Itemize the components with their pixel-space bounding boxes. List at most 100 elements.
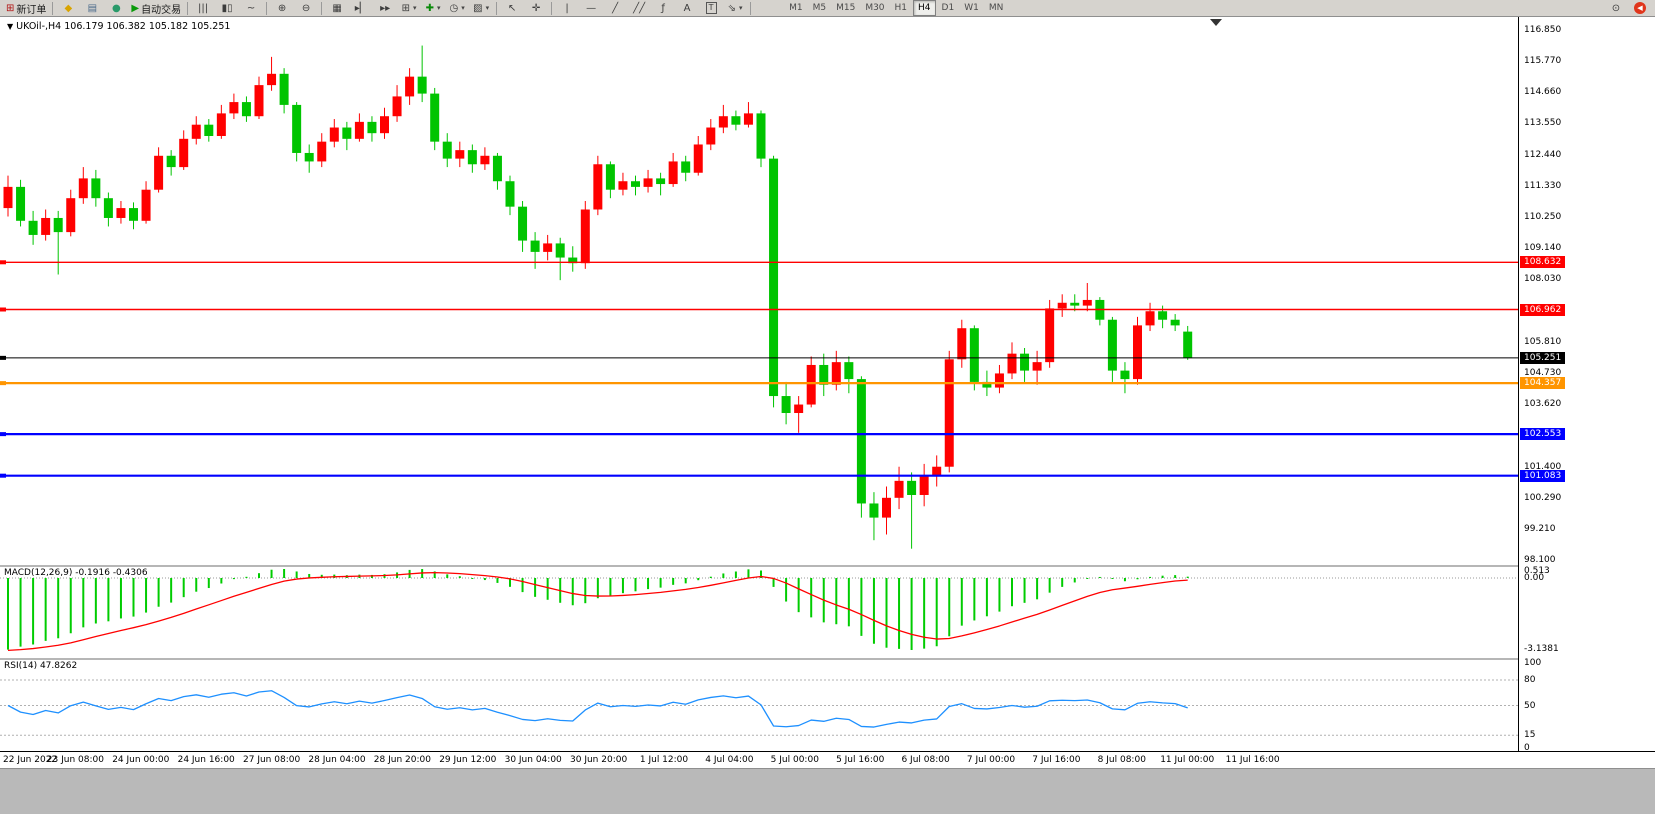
trendline-button[interactable]: ╱ — [603, 1, 627, 16]
candle-body — [317, 141, 327, 162]
chevron-down-icon[interactable]: ▾ — [461, 4, 465, 12]
templates-button[interactable]: ▨ ▾ — [469, 1, 493, 16]
search-icon-icon: ⊙ — [1611, 2, 1621, 14]
auto-scroll-button[interactable]: ▸▏ — [349, 1, 373, 16]
time-axis-label: 7 Jul 00:00 — [966, 755, 1016, 765]
candle-body — [467, 150, 477, 165]
macd-layer — [0, 569, 1518, 651]
price-tag: 104.357 — [1520, 377, 1566, 390]
candle-body — [1020, 353, 1030, 371]
zoom-out-button[interactable]: ⊖ — [294, 1, 318, 16]
candle-body — [994, 373, 1004, 388]
timeframe-mn-button[interactable]: MN — [988, 3, 1004, 13]
metaeditor-icon-button[interactable]: ◆ — [56, 1, 80, 16]
candle-body — [856, 379, 866, 504]
chart-area[interactable]: ▼ UKOil-,H4 106.179 106.382 105.182 105.2… — [0, 17, 1655, 768]
price-axis-label: 114.660 — [1524, 86, 1562, 97]
channel-button[interactable]: ╱╱ — [627, 1, 651, 16]
timeframe-d1-button[interactable]: D1 — [941, 3, 955, 13]
cursor-button[interactable]: ↖ — [500, 1, 524, 16]
candle-body — [580, 209, 590, 264]
vertical-line-button[interactable]: | — [555, 1, 579, 16]
price-axis-label: 113.550 — [1524, 118, 1562, 129]
autotrading-button[interactable]: ▶ 自动交易 — [128, 1, 184, 16]
autotrading-icon: ▶ — [131, 2, 140, 14]
candle-body — [794, 404, 804, 414]
time-axis-label: 4 Jul 04:00 — [705, 755, 754, 765]
candle-body — [1032, 362, 1042, 371]
rsi-scale-label: 80 — [1524, 675, 1536, 685]
time-axis-label: 7 Jul 16:00 — [1032, 755, 1081, 765]
tile-windows-button[interactable]: ▦ — [325, 1, 349, 16]
candle-body — [1145, 311, 1155, 326]
candle-body — [91, 178, 101, 199]
candle-body — [129, 208, 138, 221]
price-chart-svg[interactable] — [0, 17, 1518, 751]
macd-scale-label: 0.513 — [1524, 566, 1550, 576]
candle-body — [254, 85, 264, 117]
price-axis-label: 105.810 — [1524, 337, 1562, 348]
arrows-button[interactable]: ⇘ ▾ — [723, 1, 747, 16]
fibonacci-button[interactable]: ƒ — [651, 1, 675, 16]
bar-chart-type-button[interactable]: ||| — [191, 1, 215, 16]
toolbar-separator — [496, 1, 498, 15]
text-label-button[interactable]: T — [699, 1, 723, 16]
new-order-button[interactable]: ⊞ 新订单 — [3, 1, 49, 16]
candle-body — [681, 161, 691, 173]
chevron-down-icon[interactable]: ▾ — [485, 4, 490, 12]
community-icon-button[interactable]: ● — [104, 1, 128, 16]
crosshair-button[interactable]: ✛ — [524, 1, 548, 16]
chevron-down-icon[interactable]: ▾ — [739, 4, 743, 12]
mql5-community-icon-button[interactable]: ◀ — [1628, 1, 1652, 16]
search-icon-button[interactable]: ⊙ — [1604, 1, 1628, 16]
candle-body — [706, 127, 716, 145]
candle-body — [1170, 319, 1180, 326]
price-axis-label: 112.440 — [1524, 149, 1562, 160]
print-icon-button[interactable]: ▤ — [80, 1, 104, 16]
candle-body — [568, 257, 578, 264]
zoom-out-icon: ⊖ — [301, 2, 311, 14]
time-axis[interactable]: 22 Jun 2022 23 Jun 08:00 24 Jun 00:00 24 Ju… — [0, 751, 1655, 768]
new-chart-button[interactable]: ⊞ ▾ — [397, 1, 421, 16]
candle-body — [405, 76, 415, 97]
candle-body — [631, 181, 640, 187]
new-order-button-label: 新订单 — [16, 4, 47, 16]
text-button[interactable]: A — [675, 1, 699, 16]
timeframe-h1-button[interactable]: H1 — [894, 3, 908, 13]
candle-body — [53, 217, 63, 233]
hlines-layer[interactable] — [0, 260, 1518, 478]
chevron-down-icon[interactable]: ▾ — [413, 4, 417, 12]
candlestick-type-button[interactable]: ▮▯ — [215, 1, 239, 16]
macd-scale-label: -3.1381 — [1524, 644, 1559, 654]
candle-body — [1045, 308, 1055, 363]
metaeditor-icon-icon: ◆ — [64, 2, 73, 14]
chevron-down-icon[interactable]: ▾ — [437, 4, 441, 12]
timeframe-w1-button[interactable]: W1 — [964, 3, 979, 13]
price-tag: 108.632 — [1520, 256, 1566, 269]
line-chart-type-button[interactable]: ~ — [239, 1, 263, 16]
timeframe-m30-button[interactable]: M30 — [865, 3, 885, 13]
timeframe-m15-button[interactable]: M15 — [836, 3, 856, 13]
chart-shift-button[interactable]: ▸▸ — [373, 1, 397, 16]
candle-body — [718, 116, 728, 128]
zoom-in-button[interactable]: ⊕ — [270, 1, 294, 16]
timeframe-h4-button[interactable]: H4 — [913, 0, 936, 16]
candle-body — [907, 480, 917, 495]
periods-button[interactable]: ◷ ▾ — [445, 1, 469, 16]
time-axis-label: 5 Jul 00:00 — [770, 755, 819, 765]
indicators-button[interactable]: ✚ ▾ — [421, 1, 445, 16]
tile-windows-icon: ▦ — [332, 2, 342, 14]
horizontal-line-button[interactable]: — — [579, 1, 603, 16]
candle-body — [116, 208, 126, 218]
time-axis-label: 23 Jun 08:00 — [46, 755, 104, 765]
candle-body — [179, 138, 189, 168]
chart-shift-marker[interactable] — [1210, 19, 1222, 26]
price-axis[interactable]: 116.850 115.770 114.660 113.550 112.440 111.3… — [1518, 17, 1655, 753]
price-tag: 105.251 — [1520, 351, 1566, 364]
timeframe-m5-button[interactable]: M5 — [812, 3, 827, 13]
bottom-strip — [0, 768, 1655, 814]
timeframe-m1-button[interactable]: M1 — [789, 3, 803, 13]
candle-body — [204, 124, 214, 136]
candle-body — [380, 116, 389, 134]
hline-left-marker — [0, 432, 6, 437]
